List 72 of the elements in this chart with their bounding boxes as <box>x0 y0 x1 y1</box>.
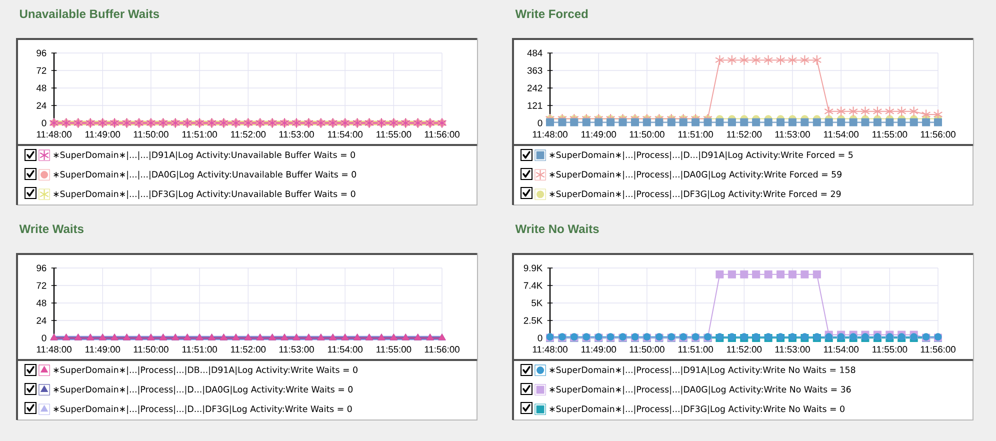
x-tick-label: 11:52:00 <box>727 346 762 353</box>
x-tick-label: 11:50:00 <box>630 131 664 138</box>
y-tick-label: 96 <box>36 264 46 272</box>
legend-label: ∗SuperDomain∗|...|Process|...|D...|D91A|Log Activity:Write Forced = 5 <box>550 151 853 160</box>
x-tick-label: 11:55:00 <box>376 346 412 353</box>
x-tick-label: 11:53:00 <box>775 346 810 353</box>
x-tick-label: 11:48:00 <box>36 131 72 138</box>
x-tick-label: 11:48:00 <box>36 346 72 353</box>
chart-title: Write Forced <box>515 9 588 18</box>
y-tick-label: 0 <box>42 120 46 126</box>
legend-label: ∗SuperDomain∗|...|Process|...|D...|DF3G|Log Activity:Write Waits = 0 <box>54 405 352 414</box>
legend-label: ∗SuperDomain∗|...|Process|...|DA0G|Log Activity:Write No Waits = 36 <box>550 386 851 395</box>
x-tick-label: 11:56:00 <box>920 346 956 353</box>
x-tick-label: 11:53:00 <box>279 131 314 138</box>
y-tick-label: 0 <box>538 120 542 126</box>
x-tick-label: 11:48:00 <box>532 131 568 138</box>
x-tick-label: 11:50:00 <box>630 346 664 353</box>
chart-title: Write Waits <box>19 224 84 234</box>
x-tick-label: 11:53:00 <box>279 346 314 353</box>
x-tick-label: 11:52:00 <box>231 346 266 353</box>
x-tick-label: 11:54:00 <box>824 131 859 138</box>
y-tick-label: 24 <box>36 317 46 324</box>
y-tick-label: 96 <box>36 50 46 56</box>
x-tick-label: 11:56:00 <box>424 346 460 353</box>
legend-label: ∗SuperDomain∗|...|Process|...|DF3G|Log Activity:Write No Waits = 0 <box>550 405 844 414</box>
y-tick-label: 121 <box>528 102 542 109</box>
x-tick-label: 11:48:00 <box>532 346 568 353</box>
y-tick-label: 242 <box>528 84 542 92</box>
x-tick-label: 11:55:00 <box>376 131 412 138</box>
legend-label: ∗SuperDomain∗|...|...|DF3G|Log Activity:Unavailable Buffer Waits = 0 <box>54 190 356 200</box>
y-tick-label: 0 <box>538 334 542 342</box>
y-tick-label: 24 <box>36 102 46 109</box>
legend-label: ∗SuperDomain∗|...|Process|...|DA0G|Log Activity:Write Forced = 59 <box>550 170 842 180</box>
x-tick-label: 11:52:00 <box>727 131 762 138</box>
x-tick-label: 11:52:00 <box>231 131 266 138</box>
legend-label: ∗SuperDomain∗|...|Process|...|DF3G|Log Activity:Write Forced = 29 <box>550 190 841 200</box>
legend-label: ∗SuperDomain∗|...|...|DA0G|Log Activity:Unavailable Buffer Waits = 0 <box>54 170 356 180</box>
chart-title: Write No Waits <box>515 224 599 234</box>
x-tick-label: 11:51:00 <box>678 346 713 353</box>
x-tick-label: 11:56:00 <box>424 131 460 138</box>
y-tick-label: 0 <box>42 334 46 342</box>
y-tick-label: 5K <box>532 300 543 306</box>
x-tick-label: 11:49:00 <box>86 131 120 138</box>
x-tick-label: 11:51:00 <box>182 131 217 138</box>
y-tick-label: 363 <box>527 67 542 74</box>
x-tick-label: 11:56:00 <box>920 131 956 138</box>
y-tick-label: 2.5K <box>524 317 543 324</box>
x-tick-label: 11:49:00 <box>582 131 616 138</box>
legend-label: ∗SuperDomain∗|...|...|D91A|Log Activity:Unavailable Buffer Waits = 0 <box>54 151 356 160</box>
x-tick-label: 11:50:00 <box>134 346 168 353</box>
x-tick-label: 11:51:00 <box>182 346 217 353</box>
x-tick-label: 11:55:00 <box>872 131 908 138</box>
x-tick-label: 11:49:00 <box>86 346 120 353</box>
x-tick-label: 11:53:00 <box>775 131 810 138</box>
y-tick-label: 7.4K <box>524 282 543 289</box>
x-tick-label: 11:54:00 <box>824 346 859 353</box>
x-tick-label: 11:49:00 <box>582 346 616 353</box>
x-tick-label: 11:50:00 <box>134 131 168 138</box>
legend-label: ∗SuperDomain∗|...|Process|...|D...|DA0G|Log Activity:Write Waits = 0 <box>54 386 353 395</box>
x-tick-label: 11:54:00 <box>328 346 363 353</box>
legend-label: ∗SuperDomain∗|...|Process|...|D91A|Log Activity:Write No Waits = 158 <box>550 366 856 375</box>
x-tick-label: 11:55:00 <box>872 346 908 353</box>
y-tick-label: 48 <box>36 84 46 92</box>
y-tick-label: 72 <box>36 67 46 74</box>
y-tick-label: 484 <box>527 50 542 56</box>
x-tick-label: 11:51:00 <box>678 131 713 138</box>
x-tick-label: 11:54:00 <box>328 131 363 138</box>
y-tick-label: 48 <box>36 300 46 306</box>
legend-label: ∗SuperDomain∗|...|Process|...|DB...|D91A|Log Activity:Write Waits = 0 <box>54 366 358 375</box>
y-tick-label: 72 <box>36 282 46 289</box>
y-tick-label: 9.9K <box>524 264 543 272</box>
chart-title: Unavailable Buffer Waits <box>20 9 160 18</box>
